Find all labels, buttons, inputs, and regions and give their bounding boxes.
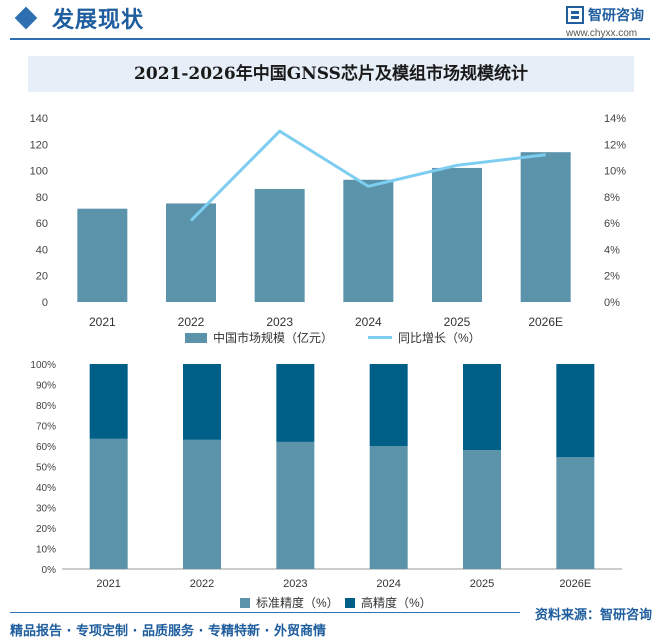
footer-divider: [10, 612, 520, 613]
bar-standard-precision: [276, 441, 315, 569]
bar-high-precision: [89, 364, 128, 439]
legend-label-growth: 同比增长（%）: [398, 331, 481, 345]
y-tick-label: 40%: [36, 483, 56, 494]
bar-high-precision: [369, 364, 408, 446]
section-title: 发展现状: [52, 8, 145, 33]
y-tick-label: 80%: [36, 401, 56, 412]
legend-label-market-size: 中国市场规模（亿元）: [213, 331, 334, 345]
x-tick-label: 2026E: [528, 315, 563, 329]
y-tick-label: 90%: [36, 381, 56, 392]
y-tick-label: 0: [42, 297, 48, 309]
bar-high-precision: [556, 364, 595, 458]
x-tick-label: 2024: [376, 578, 400, 590]
y2-tick-label: 6%: [604, 218, 620, 230]
precision-share-chart: 0% 10% 20% 30% 40% 50% 60% 70% 80% 90% 100% 2021 202…: [30, 360, 622, 590]
y-tick-label: 0%: [42, 565, 57, 576]
bar-market-size: [520, 152, 571, 302]
y2-tick-label: 8%: [604, 192, 620, 204]
bar-market-size: [432, 167, 482, 302]
x-tick-label: 2023: [283, 578, 307, 590]
y-tick-label: 120: [30, 139, 48, 151]
legend-standard: 标准精度（%）: [240, 594, 339, 611]
diamond-icon: [14, 6, 38, 30]
y-tick-label: 20: [36, 271, 48, 283]
y-tick-label: 20%: [36, 524, 56, 535]
legend-swatch-standard: [240, 597, 250, 608]
bar-market-size: [166, 203, 216, 302]
y2-tick-label: 2%: [604, 271, 620, 283]
y-tick-label: 50%: [36, 463, 56, 474]
y2-tick-label: 4%: [604, 244, 620, 256]
legend-swatch-bar: [185, 332, 207, 343]
brand-name: 智研咨询: [588, 8, 644, 24]
legend-swatch-high: [345, 597, 355, 608]
x-tick-label: 2022: [178, 315, 205, 329]
market-size-chart: 0 20 40 60 80 100 120 140 0% 2% 4% 6% 8% 10% 12% 14% 202…: [30, 113, 627, 329]
y2-tick-label: 12%: [604, 139, 626, 151]
x-tick-label: 2025: [444, 315, 471, 329]
bar-high-precision: [276, 364, 315, 442]
bar-market-size: [254, 188, 305, 302]
y2-tick-label: 14%: [604, 113, 626, 125]
x-tick-label: 2022: [190, 578, 214, 590]
y-tick-label: 60: [36, 218, 48, 230]
source-note: 资料来源：智研咨询: [535, 608, 653, 623]
x-tick-label: 2025: [470, 578, 494, 590]
growth-line: [189, 129, 546, 222]
y-tick-label: 100%: [30, 360, 56, 371]
bar-market-size: [77, 208, 128, 302]
y-tick-label: 40: [36, 244, 48, 256]
y-tick-label: 30%: [36, 504, 56, 515]
y-tick-label: 100: [30, 166, 48, 178]
x-tick-label: 2023: [266, 315, 293, 329]
bar-standard-precision: [369, 446, 408, 569]
legend-growth: 同比增长（%）: [368, 329, 481, 346]
brand-url: www.chyxx.com: [566, 28, 638, 39]
bar-standard-precision: [556, 457, 595, 569]
bar-standard-precision: [89, 438, 128, 569]
y2-tick-label: 10%: [604, 166, 626, 178]
legend-label-high: 高精度（%）: [361, 596, 432, 610]
y-tick-label: 10%: [36, 545, 56, 556]
services-note: 精品报告 · 专项定制 · 品质服务 · 专精特新 · 外贸商情: [10, 624, 326, 639]
x-tick-label: 2024: [355, 315, 382, 329]
bar-market-size: [343, 179, 394, 302]
y-tick-label: 60%: [36, 442, 56, 453]
header-divider: [10, 38, 650, 40]
x-tick-label: 2026E: [559, 578, 591, 590]
y2-tick-label: 0%: [604, 297, 620, 309]
x-tick-label: 2021: [89, 315, 116, 329]
x-tick-label: 2021: [96, 578, 120, 590]
y-tick-label: 140: [30, 113, 48, 125]
y-tick-label: 70%: [36, 422, 56, 433]
bar-high-precision: [183, 364, 221, 440]
bar-standard-precision: [183, 439, 221, 569]
legend-market-size: 中国市场规模（亿元）: [185, 329, 333, 346]
bar-high-precision: [463, 364, 501, 451]
y-tick-label: 80: [36, 192, 48, 204]
legend-swatch-line: [368, 336, 392, 339]
bar-standard-precision: [463, 450, 501, 569]
legend-label-standard: 标准精度（%）: [256, 596, 339, 610]
legend-high: 高精度（%）: [345, 594, 432, 611]
chart-title: 2021-2026年中国GNSS芯片及模组市场规模统计: [134, 64, 528, 84]
brand-logo-icon: [566, 6, 584, 24]
chart-title-band: 2021-2026年中国GNSS芯片及模组市场规模统计: [28, 56, 634, 92]
